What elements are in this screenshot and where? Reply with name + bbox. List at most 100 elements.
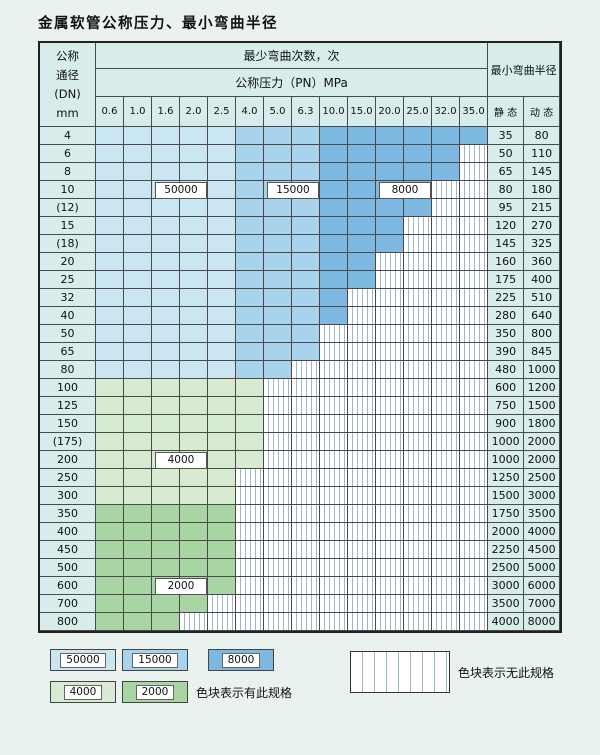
grid-cell — [348, 541, 376, 559]
zone-label-15000: 15000 — [267, 182, 319, 199]
table-row-dn-65: 65 390 845 — [40, 343, 561, 361]
grid-cell — [180, 307, 208, 325]
grid-cell — [124, 505, 152, 523]
grid-cell — [404, 469, 432, 487]
grid-cell — [348, 613, 376, 631]
grid-cell — [96, 397, 124, 415]
grid-cell — [292, 361, 320, 379]
grid-cell — [432, 379, 460, 397]
grid-cell — [432, 541, 460, 559]
grid-cell — [432, 487, 460, 505]
grid-cell — [180, 541, 208, 559]
static-radius-cell: 1000 — [488, 451, 525, 469]
grid-cell — [124, 199, 152, 217]
grid-cell — [432, 163, 460, 181]
grid-cell — [348, 559, 376, 577]
pressure-col-0-6: 0.6 — [96, 97, 124, 127]
grid-cell — [236, 487, 264, 505]
table-row-dn-25: 25 175 400 — [40, 271, 561, 289]
grid-cell — [376, 145, 404, 163]
grid-cell — [208, 145, 236, 163]
dn-cell: 15 — [40, 217, 96, 235]
grid-cell — [292, 595, 320, 613]
grid-cell — [432, 361, 460, 379]
grid-cell — [292, 469, 320, 487]
bend-radius-header: 最小弯曲半径 — [488, 43, 561, 97]
grid-cell — [152, 469, 180, 487]
grid-cell — [96, 451, 124, 469]
grid-cell — [264, 253, 292, 271]
grid-cell — [432, 523, 460, 541]
grid-cell — [460, 415, 489, 433]
grid-cell — [460, 253, 489, 271]
static-radius-cell: 1000 — [488, 433, 525, 451]
dn-cell: 350 — [40, 505, 96, 523]
static-radius-cell: 175 — [488, 271, 525, 289]
grid-cell — [236, 253, 264, 271]
grid-cell — [292, 379, 320, 397]
static-radius-cell: 95 — [488, 199, 525, 217]
dynamic-radius-cell: 3500 — [524, 505, 561, 523]
grid-cell — [460, 595, 489, 613]
grid-cell — [376, 613, 404, 631]
grid-cell — [208, 487, 236, 505]
grid-cell — [96, 379, 124, 397]
grid-cell — [404, 343, 432, 361]
grid-cell — [264, 307, 292, 325]
grid-cell — [460, 289, 489, 307]
dn-cell: 100 — [40, 379, 96, 397]
grid-cell — [432, 343, 460, 361]
grid-cell — [376, 271, 404, 289]
grid-cell — [404, 541, 432, 559]
grid-cell — [376, 451, 404, 469]
grid-cell — [404, 217, 432, 235]
grid-cell — [96, 433, 124, 451]
grid-cell — [292, 559, 320, 577]
static-radius-cell: 225 — [488, 289, 525, 307]
grid-cell — [348, 235, 376, 253]
grid-cell — [152, 199, 180, 217]
static-radius-cell: 145 — [488, 235, 525, 253]
grid-cell — [292, 397, 320, 415]
dynamic-radius-cell: 510 — [524, 289, 561, 307]
grid-cell — [292, 127, 320, 145]
dynamic-column-header: 动 态 — [524, 97, 561, 127]
dynamic-radius-cell: 845 — [524, 343, 561, 361]
grid-cell — [320, 289, 348, 307]
table-row-dn-18: (18) 145 325 — [40, 235, 561, 253]
dn-cell: 8 — [40, 163, 96, 181]
grid-cell — [264, 505, 292, 523]
table-row-dn-80: 80 480 1000 — [40, 361, 561, 379]
table-row-dn-500: 500 2500 5000 — [40, 559, 561, 577]
grid-cell — [348, 343, 376, 361]
zone-label-2000: 2000 — [155, 578, 207, 595]
grid-cell — [208, 397, 236, 415]
grid-cell — [460, 505, 489, 523]
grid-cell — [348, 397, 376, 415]
grid-cell — [124, 379, 152, 397]
grid-cell — [236, 559, 264, 577]
grid-cell — [124, 289, 152, 307]
grid-cell — [404, 559, 432, 577]
grid-cell — [292, 253, 320, 271]
dynamic-radius-cell: 80 — [524, 127, 561, 145]
grid-cell — [236, 433, 264, 451]
grid-cell — [404, 397, 432, 415]
pressure-col-10-0: 10.0 — [320, 97, 348, 127]
table-row-dn-40: 40 280 640 — [40, 307, 561, 325]
grid-cell — [376, 343, 404, 361]
pressure-table: 公称 通径 (DN) mm 最少弯曲次数，次 最小弯曲半径 公称压力（PN）MP… — [38, 41, 563, 633]
grid-cell — [236, 451, 264, 469]
grid-cell — [348, 595, 376, 613]
grid-cell — [96, 361, 124, 379]
grid-cell — [152, 289, 180, 307]
grid-cell — [96, 217, 124, 235]
grid-cell — [236, 397, 264, 415]
grid-cell — [236, 235, 264, 253]
pressure-col-15-0: 15.0 — [348, 97, 376, 127]
grid-cell — [376, 235, 404, 253]
grid-cell — [208, 433, 236, 451]
legend-no-spec-text: 色块表示无此规格 — [458, 666, 555, 680]
grid-cell — [96, 343, 124, 361]
static-radius-cell: 600 — [488, 379, 525, 397]
